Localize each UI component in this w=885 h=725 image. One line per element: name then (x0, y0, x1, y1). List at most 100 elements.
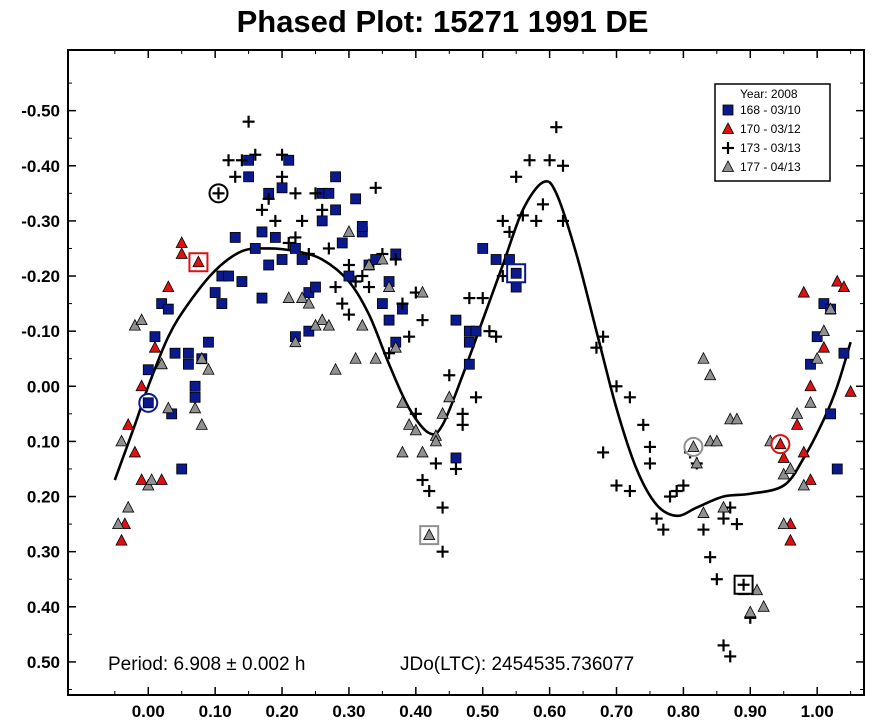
data-point (290, 243, 301, 254)
data-point (115, 533, 128, 546)
data-point (704, 551, 717, 564)
data-point (142, 364, 154, 376)
y-tick-label: -0.50 (21, 102, 60, 121)
data-point (490, 254, 502, 265)
data-point (504, 254, 515, 265)
data-point (316, 215, 328, 227)
data-point (824, 302, 837, 315)
highlighted-point-marker (212, 187, 225, 200)
highlighted-point-marker (423, 528, 436, 541)
data-point (112, 517, 125, 530)
data-point (296, 254, 308, 265)
data-point (590, 341, 603, 354)
data-point (784, 462, 797, 474)
data-point (697, 351, 710, 364)
data-point (242, 115, 255, 128)
data-point (818, 298, 830, 309)
data-point (550, 121, 563, 134)
data-point (336, 237, 348, 249)
data-point (510, 281, 522, 293)
data-point (477, 243, 489, 254)
data-point (255, 203, 268, 216)
jdo-annotation: JDo(LTC): 2454535.736077 (400, 654, 634, 675)
legend-label: 170 - 03/12 (740, 122, 801, 136)
legend-marker (722, 104, 734, 116)
data-point (309, 187, 322, 200)
data-point (463, 358, 475, 370)
series-2 (115, 236, 857, 546)
data-point (323, 187, 335, 199)
data-point (516, 209, 529, 222)
highlighted-point (138, 392, 159, 413)
data-point (790, 418, 804, 430)
data-point (229, 170, 242, 183)
x-tick-label: 0.90 (734, 702, 767, 721)
data-point (162, 401, 175, 414)
data-point (730, 412, 744, 425)
data-point (503, 225, 516, 238)
data-point (657, 523, 670, 536)
data-point (295, 291, 309, 303)
data-point (289, 187, 302, 200)
data-point (155, 473, 168, 485)
data-point (183, 358, 194, 370)
data-point (483, 325, 496, 338)
highlighted-point-marker (142, 397, 154, 409)
data-point (690, 456, 703, 469)
data-point (330, 171, 341, 183)
data-point (330, 204, 341, 216)
plot-frame (67, 49, 865, 696)
x-tick-label: 0.40 (399, 702, 432, 721)
highlighted-point (419, 525, 440, 546)
data-point (276, 254, 288, 265)
legend-entry: 177 - 04/13 (721, 160, 801, 174)
data-point (724, 650, 737, 663)
data-point (342, 308, 355, 321)
data-point (476, 292, 489, 305)
highlighted-point-marker (737, 578, 750, 591)
data-point (269, 214, 282, 227)
y-tick-label: -0.40 (21, 157, 60, 176)
data-point (156, 298, 168, 309)
data-point (396, 297, 409, 310)
data-point (396, 445, 409, 458)
data-point (209, 287, 221, 298)
data-point (336, 297, 349, 310)
data-point (310, 281, 321, 293)
highlighted-point-marker (192, 255, 205, 268)
data-point (730, 518, 743, 531)
data-point (490, 330, 503, 343)
data-point (530, 214, 543, 227)
data-point (249, 148, 262, 161)
data-point (463, 292, 476, 305)
data-point (450, 314, 462, 326)
series-4 (112, 225, 837, 618)
data-point (610, 380, 623, 393)
data-point (717, 639, 730, 652)
data-point (456, 418, 469, 431)
y-tick-label: 0.50 (27, 653, 60, 672)
legend-entry: 173 - 03/13 (722, 141, 801, 155)
data-point (597, 330, 610, 343)
fit-curve (113, 179, 852, 518)
data-point (309, 318, 322, 331)
data-point (838, 347, 850, 359)
data-point (449, 462, 462, 475)
data-point (235, 154, 248, 167)
data-point (243, 171, 255, 183)
data-point (402, 418, 416, 430)
data-point (777, 451, 790, 463)
data-point (597, 446, 610, 459)
data-point (717, 500, 730, 513)
data-point (356, 270, 369, 283)
data-point (416, 445, 429, 458)
data-point (175, 236, 188, 248)
data-point (362, 258, 376, 270)
data-point (543, 154, 556, 167)
data-point (697, 523, 710, 536)
data-point (436, 406, 449, 419)
data-point (777, 517, 790, 530)
data-point (189, 391, 201, 403)
x-tick-label: 0.20 (266, 702, 299, 721)
